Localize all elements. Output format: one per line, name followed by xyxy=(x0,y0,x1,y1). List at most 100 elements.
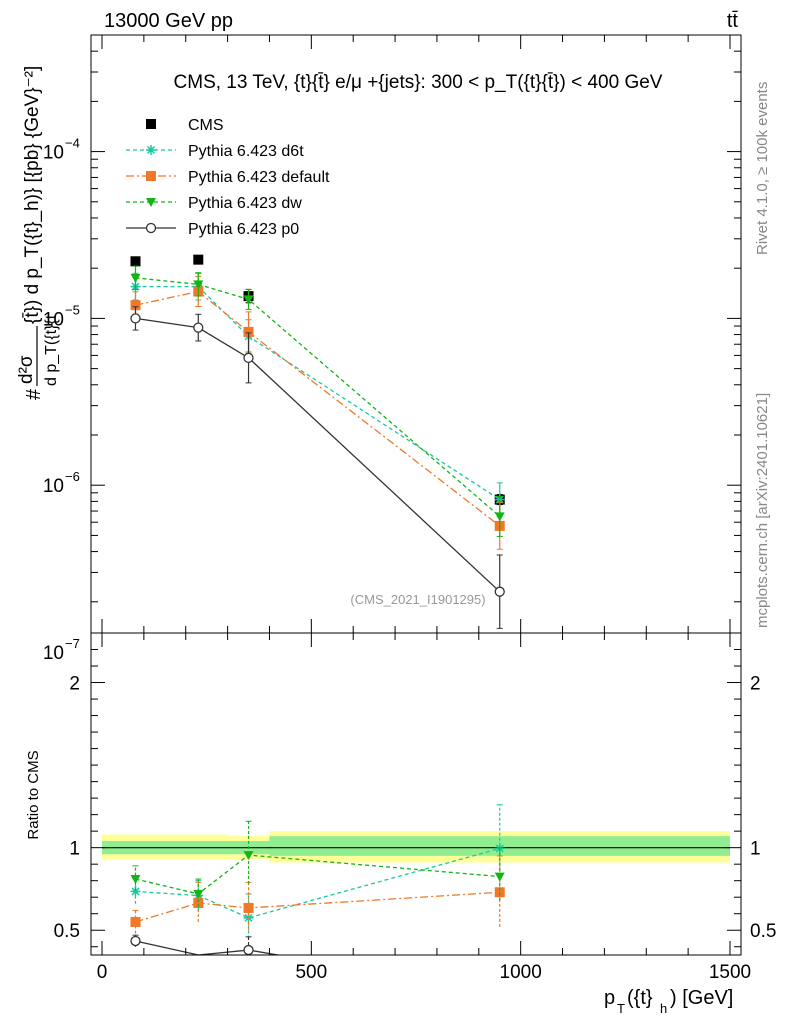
ratio-point-default xyxy=(130,916,141,927)
series-line-d6t xyxy=(135,285,501,501)
ratio-series-p0 xyxy=(130,934,278,956)
main-ylabel-numerator: d²σ xyxy=(16,355,37,384)
point-p0 xyxy=(130,313,141,324)
main-ylabel-denominator: d p_T({t}{t xyxy=(43,314,60,386)
ratio-line-default xyxy=(135,891,500,923)
ratio-point-dw xyxy=(243,851,254,861)
ratio-point-dw xyxy=(494,872,505,882)
series-d6t xyxy=(130,272,505,517)
main-panel: 10−710−610−510−4 CMS, 13 TeV, {t}{t̄} e/… xyxy=(16,34,742,664)
header-process-label: tt̄ xyxy=(727,10,739,32)
ratio-panel-frame xyxy=(90,632,742,956)
xlabel-tail: ) [GeV] xyxy=(670,987,733,1009)
xtick-label: 500 xyxy=(295,962,327,983)
xtick-label: 1000 xyxy=(500,962,542,983)
point-dw xyxy=(193,280,204,290)
legend-marker-d6t xyxy=(146,145,156,155)
ratio-band-inner xyxy=(102,836,730,856)
legend-marker-p0 xyxy=(145,222,157,234)
series-line-p0 xyxy=(135,317,501,593)
ratio-ytick-labels: 0.5 0.5 1 1 2 2 xyxy=(54,674,777,943)
xlabel-mid: ({t} xyxy=(627,987,653,1009)
legend-item-cms: CMS xyxy=(146,117,224,134)
ratio-point-d6t xyxy=(130,886,141,897)
ratio-ytick-label-right: 2 xyxy=(750,674,761,695)
ratio-series-layer xyxy=(130,804,505,956)
ratio-series-dw xyxy=(130,820,505,908)
series-dw xyxy=(130,265,505,537)
legend-marker-dw xyxy=(146,198,156,207)
ratio-line-d6t xyxy=(135,847,500,919)
point-default xyxy=(243,326,254,337)
xtick-label: 1500 xyxy=(709,962,751,983)
ratio-uncertainty-band xyxy=(102,831,730,863)
legend-label-cms: CMS xyxy=(188,117,224,134)
legend: CMS Pythia 6.423 d6t Pythia 6.423 default P… xyxy=(126,117,330,238)
legend-label-p0: Pythia 6.423 p0 xyxy=(188,221,299,238)
xtick-label: 0 xyxy=(97,962,108,983)
series-line-dw xyxy=(135,277,501,517)
point-dw xyxy=(243,295,254,305)
ratio-ytick-label-right: 1 xyxy=(750,839,761,860)
point-p0 xyxy=(193,322,204,333)
side-rivet-label: Rivet 4.1.0, ≥ 100k events xyxy=(754,82,771,255)
xlabel-sub-h: h xyxy=(660,1001,667,1016)
legend-label-dw: Pythia 6.423 dw xyxy=(188,195,302,212)
legend-item-dw: Pythia 6.423 dw xyxy=(126,195,302,212)
main-ylabel-tail: {t̄}) d p_T({t}_h)} [{pb} {GeV}⁻²] xyxy=(22,66,43,324)
point-default xyxy=(130,300,141,311)
ratio-series-d6t xyxy=(130,804,505,939)
point-cms xyxy=(193,254,204,265)
ratio-ytick-label-right: 0.5 xyxy=(750,921,776,942)
main-title: CMS, 13 TeV, {t}{t̄} e/μ +{jets}: 300 < … xyxy=(174,72,663,93)
point-p0 xyxy=(494,586,505,597)
main-ytick-label-base: 10 xyxy=(43,476,64,497)
ratio-point-dw xyxy=(130,875,141,885)
main-ytick-label-exponent: −5 xyxy=(65,302,80,317)
main-ytick-label-base: 10 xyxy=(43,643,64,664)
main-watermark: (CMS_2021_I1901295) xyxy=(350,592,485,607)
main-ylabel-hash: # xyxy=(23,388,45,400)
main-ytick-labels: 10−710−610−510−4 xyxy=(43,136,80,664)
legend-item-default: Pythia 6.423 default xyxy=(126,169,330,186)
legend-item-d6t: Pythia 6.423 d6t xyxy=(126,143,304,160)
main-axis-ticks xyxy=(91,34,741,633)
ratio-point-p0 xyxy=(130,935,141,947)
legend-label-d6t: Pythia 6.423 d6t xyxy=(188,143,304,160)
ratio-ytick-label-left: 2 xyxy=(69,674,80,695)
xtick-labels: 0 500 1000 1500 xyxy=(97,962,751,983)
series-p0 xyxy=(130,306,505,629)
legend-marker-default xyxy=(146,171,156,181)
point-dw xyxy=(130,273,141,283)
point-p0 xyxy=(243,352,254,364)
legend-item-p0: Pythia 6.423 p0 xyxy=(126,221,299,238)
ratio-line-dw xyxy=(135,854,500,895)
ratio-point-default xyxy=(494,887,505,898)
legend-marker-cms xyxy=(146,119,156,129)
ratio-panel: 0.5 0.5 1 1 2 2 0 500 1000 1500 Ratio to CMS p T… xyxy=(25,632,777,1016)
ratio-ytick-label-left: 1 xyxy=(69,839,80,860)
point-cms xyxy=(130,256,141,267)
ratio-point-dw xyxy=(193,889,204,899)
xlabel-p: p xyxy=(604,987,615,1009)
ratio-axis-ticks xyxy=(91,633,741,955)
ratio-line-p0 xyxy=(135,940,278,956)
main-ytick-label-exponent: −6 xyxy=(65,469,80,484)
ratio-series-default xyxy=(130,855,505,934)
xlabel-sub-t: T xyxy=(617,1001,625,1016)
point-dw xyxy=(494,512,505,522)
ratio-ytick-label-left: 0.5 xyxy=(54,921,80,942)
series-default xyxy=(130,275,505,550)
main-ytick-label-base: 10 xyxy=(43,143,64,164)
header-energy-label: 13000 GeV pp xyxy=(104,10,233,32)
series-line-default xyxy=(135,290,501,527)
ratio-ylabel: Ratio to CMS xyxy=(25,750,42,839)
xlabel: p T ({t} h ) [GeV] xyxy=(604,987,733,1016)
ratio-point-default xyxy=(193,897,204,908)
side-mcplots-label: mcplots.cern.ch [arXiv:2401.10621] xyxy=(754,393,771,628)
ratio-point-default xyxy=(243,902,254,913)
main-ytick-label-exponent: −7 xyxy=(65,636,80,651)
main-series-layer xyxy=(130,254,505,629)
main-ytick-label-base: 10 xyxy=(43,309,64,330)
